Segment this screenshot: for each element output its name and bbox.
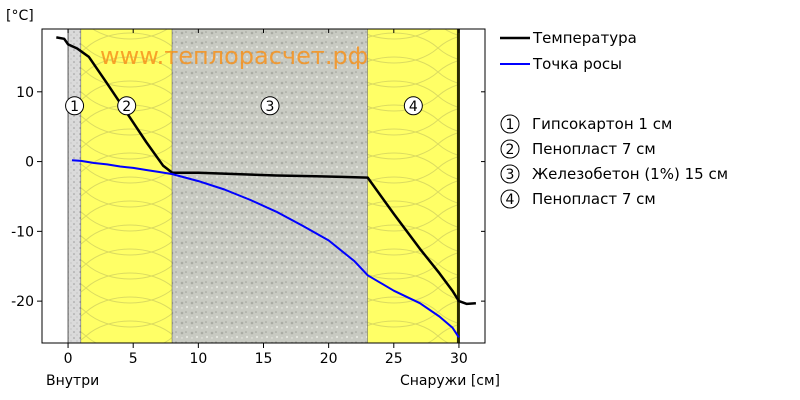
outer-edge-strip (456, 29, 460, 343)
layer-legend-2: 2 Пенопласт 7 см (500, 139, 656, 159)
y-tick-label: 0 (25, 155, 34, 171)
axis-ticks: 0 5 10 15 20 25 30 10 0 -10 -20 (11, 29, 485, 367)
layer-2-foam (81, 29, 173, 343)
layer-number-text: 1 (70, 99, 79, 115)
layer-4-foam (367, 29, 459, 343)
layer-number-2: 2 (117, 96, 137, 116)
legend-number-circle (500, 139, 520, 159)
legend-entry-temperature: Температура (500, 29, 637, 47)
layer-3-concrete (172, 29, 368, 343)
x-axis-inside-label: Внутри (46, 373, 99, 389)
legend-number-text: 2 (506, 142, 515, 158)
legend-entry-dew-point: Точка росы (500, 55, 622, 73)
legend-label: Температура (532, 29, 637, 47)
x-tick-label: 5 (129, 351, 138, 367)
layer-1-gypsum (68, 29, 82, 343)
legend-layer-label: Пенопласт 7 см (532, 190, 656, 208)
series-legend: Температура Точка росы (500, 29, 637, 73)
layer-number-4: 4 (403, 96, 423, 116)
layer-number-1: 1 (65, 96, 85, 116)
y-axis-unit-label: [°C] (6, 8, 34, 24)
series-lines (56, 36, 476, 338)
legend-layer-label: Гипсокартон 1 см (532, 115, 672, 133)
y-tick-label: -20 (11, 294, 34, 310)
wall-layers (67, 29, 460, 343)
x-tick-label: 25 (385, 351, 403, 367)
legend-layer-label: Пенопласт 7 см (532, 140, 656, 158)
layer-number-text: 4 (409, 99, 418, 115)
layer-number-circle (260, 96, 280, 116)
legend-number-circle (500, 114, 520, 134)
x-tick-label: 0 (64, 351, 73, 367)
layer-number-text: 3 (266, 99, 275, 115)
y-tick-label: 10 (16, 85, 34, 101)
x-tick-label: 30 (450, 351, 468, 367)
layer-number-text: 2 (122, 99, 131, 115)
layer-number-markers: 1 2 3 4 (65, 96, 423, 116)
legend-number-text: 4 (506, 192, 515, 208)
layer-number-circle (403, 96, 423, 116)
layer-number-circle (117, 96, 137, 116)
dew-point-line (71, 159, 460, 338)
layer-number-3: 3 (260, 96, 280, 116)
watermark-text: www.теплорасчет.рф (100, 42, 368, 70)
x-tick-label: 20 (320, 351, 338, 367)
legend-number-circle (500, 164, 520, 184)
legend-layer-label: Железобетон (1%) 15 см (532, 165, 728, 183)
legend-number-text: 3 (506, 167, 515, 183)
layer-legend-4: 4 Пенопласт 7 см (500, 189, 656, 209)
layer-legend-3: 3 Железобетон (1%) 15 см (500, 164, 728, 184)
layer-number-circle (65, 96, 85, 116)
watermark: www.теплорасчет.рф (100, 42, 368, 70)
y-tick-label: -10 (11, 224, 34, 240)
x-tick-label: 15 (255, 351, 273, 367)
layers-legend: 1 Гипсокартон 1 см 2 Пенопласт 7 см 3 Железоб… (500, 114, 728, 209)
x-axis-outside-label: Снаружи [см] (400, 373, 500, 389)
layer-legend-1: 1 Гипсокартон 1 см (500, 114, 672, 134)
legend-label: Точка росы (532, 55, 622, 73)
x-tick-label: 10 (189, 351, 207, 367)
legend-number-text: 1 (506, 117, 515, 133)
temperature-line (56, 36, 476, 306)
legend-number-circle (500, 189, 520, 209)
